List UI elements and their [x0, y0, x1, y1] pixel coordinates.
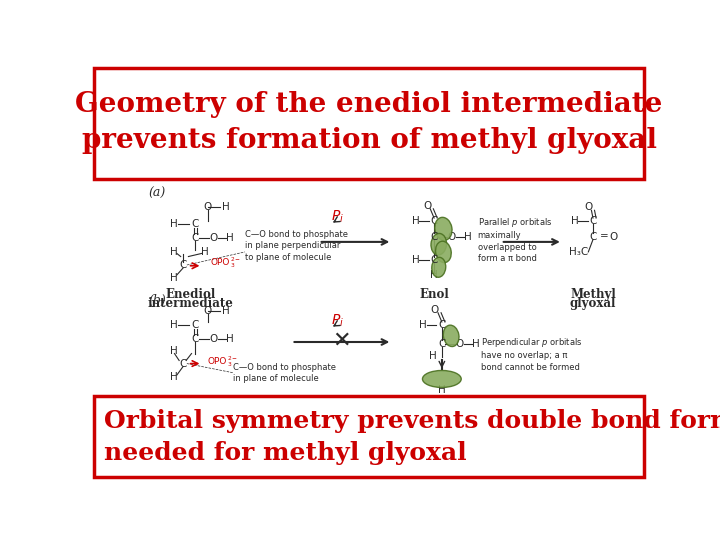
Text: OPO: OPO	[210, 258, 230, 267]
Text: C—O bond to phosphate
in plane perpendicular
to plane of molecule: C—O bond to phosphate in plane perpendic…	[245, 230, 348, 262]
Text: ✕: ✕	[333, 330, 351, 350]
Text: H: H	[226, 233, 234, 243]
Text: H: H	[170, 273, 178, 283]
Ellipse shape	[423, 370, 462, 387]
Text: H: H	[222, 306, 230, 316]
Text: Enol: Enol	[419, 288, 449, 301]
Text: OPO: OPO	[208, 357, 228, 366]
Bar	[94, 396, 644, 477]
Ellipse shape	[431, 233, 446, 255]
Text: O: O	[448, 232, 456, 241]
Text: H: H	[170, 247, 178, 257]
Text: C: C	[438, 339, 446, 348]
Text: H: H	[438, 384, 446, 395]
Text: H: H	[201, 247, 209, 257]
Text: O: O	[210, 233, 218, 243]
Ellipse shape	[435, 217, 452, 240]
Text: $_3^{2-}$: $_3^{2-}$	[230, 255, 240, 270]
Text: C: C	[431, 255, 438, 265]
Text: H: H	[170, 346, 178, 356]
Text: Enediol: Enediol	[166, 288, 216, 301]
Text: O: O	[431, 305, 439, 315]
Text: C: C	[431, 216, 438, 226]
Text: C: C	[438, 320, 446, 330]
Text: O: O	[204, 202, 212, 212]
Text: $P_i$: $P_i$	[331, 208, 344, 225]
Text: O: O	[609, 232, 617, 241]
Text: C—O bond to phosphate
in plane of molecule: C—O bond to phosphate in plane of molecu…	[233, 362, 336, 383]
Text: H₃C: H₃C	[569, 247, 588, 257]
Text: (b): (b)	[148, 294, 166, 307]
Text: H: H	[472, 339, 480, 348]
Text: H: H	[428, 351, 436, 361]
Text: H: H	[170, 219, 178, 229]
Ellipse shape	[436, 241, 451, 262]
Text: H: H	[412, 216, 419, 226]
Text: O: O	[456, 339, 464, 348]
Text: H: H	[170, 320, 178, 330]
Text: =: =	[600, 232, 608, 241]
Text: C: C	[431, 232, 438, 241]
Text: C: C	[191, 320, 198, 330]
Text: H: H	[170, 373, 178, 382]
Text: H: H	[464, 232, 472, 241]
Text: O: O	[423, 201, 431, 211]
Text: C: C	[191, 219, 198, 229]
Text: $_3^{2-}$: $_3^{2-}$	[228, 354, 238, 369]
Text: $P_i$: $P_i$	[331, 312, 344, 329]
Bar	[94, 179, 644, 396]
Text: O: O	[584, 202, 593, 212]
Text: H: H	[226, 334, 234, 344]
Text: Methyl: Methyl	[570, 288, 616, 301]
Text: Orbital symmetry prevents double bond formation
needed for methyl glyoxal: Orbital symmetry prevents double bond fo…	[104, 409, 720, 464]
Text: glyoxal: glyoxal	[570, 298, 616, 310]
Text: (a): (a)	[148, 186, 166, 199]
Text: Perpendicular $p$ orbitals
have no overlap; a π
bond cannot be formed: Perpendicular $p$ orbitals have no overl…	[482, 335, 582, 372]
Ellipse shape	[444, 325, 459, 347]
Ellipse shape	[432, 258, 446, 278]
Text: C: C	[191, 233, 198, 243]
Text: H: H	[412, 255, 419, 265]
Text: C: C	[179, 260, 186, 270]
Text: Parallel $p$ orbitals
maximally
overlapped to
form a π bond: Parallel $p$ orbitals maximally overlapp…	[477, 216, 552, 264]
Text: H: H	[570, 216, 578, 226]
Text: Geometry of the enediol intermediate
prevents formation of methyl glyoxal: Geometry of the enediol intermediate pre…	[76, 91, 662, 154]
Text: H: H	[419, 320, 427, 330]
Text: C: C	[179, 359, 186, 369]
Text: O: O	[204, 306, 212, 316]
Text: O: O	[210, 334, 218, 344]
Text: intermediate: intermediate	[148, 298, 234, 310]
Text: H: H	[431, 270, 438, 280]
Text: C: C	[589, 232, 597, 241]
Bar	[94, 68, 644, 179]
Text: H: H	[222, 202, 230, 212]
Text: C: C	[589, 216, 597, 226]
Text: C: C	[191, 334, 198, 344]
